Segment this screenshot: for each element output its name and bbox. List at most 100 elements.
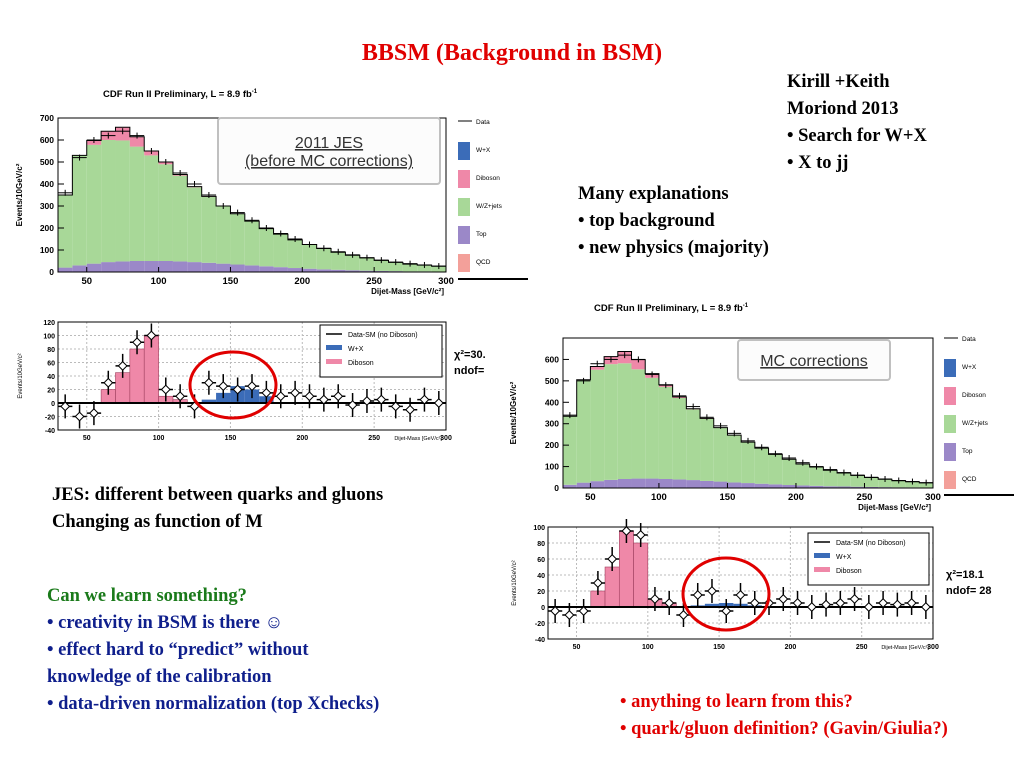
- x-tick-label: 300: [925, 492, 941, 503]
- bar-wzjets: [837, 473, 851, 487]
- bar-top: [345, 270, 360, 272]
- plot-frame: [547, 526, 934, 640]
- bar-wzjets: [782, 459, 796, 485]
- y-tick-label: 80: [47, 347, 55, 354]
- bar-wzjets: [590, 369, 605, 482]
- x-tick-label: 250: [856, 644, 868, 651]
- data-marker: [778, 594, 789, 604]
- x-tick-label: 200: [296, 435, 308, 442]
- data-marker: [60, 401, 71, 412]
- learn-line: • data-driven normalization (top Xchecks…: [47, 694, 380, 714]
- bar-top: [631, 478, 646, 488]
- x-tick-label: 150: [713, 644, 725, 651]
- bar-wzjets: [331, 252, 346, 270]
- data-marker: [592, 578, 603, 588]
- data-marker: [835, 598, 846, 608]
- data-marker: [290, 387, 301, 398]
- data-marker: [749, 598, 760, 608]
- bar-diboson: [631, 359, 646, 370]
- y-tick-label: 20: [47, 388, 55, 395]
- legend-label: W+X: [476, 147, 491, 154]
- x-tick-label: 150: [720, 492, 736, 503]
- y-tick-label: 40: [47, 374, 55, 381]
- bar-wzjets: [741, 442, 755, 484]
- bar-top: [754, 483, 769, 488]
- bar-wzjets: [878, 479, 892, 488]
- data-marker: [376, 394, 387, 405]
- bar-top: [359, 270, 375, 272]
- y-tick-label: 0: [51, 401, 55, 408]
- bar-wzjets: [631, 369, 646, 479]
- explanations-block: Many explanations • top background • new…: [578, 181, 769, 262]
- bar-top: [72, 265, 87, 272]
- bar-wzjets: [850, 475, 865, 487]
- y-tick-label: 400: [40, 179, 54, 189]
- learn-heading: Can we learn something?: [47, 586, 247, 606]
- bar-wzjets: [58, 195, 73, 268]
- jes-block: JES: different between quarks and gluons…: [52, 482, 383, 536]
- explanations-line: • top background: [578, 211, 715, 231]
- bar-wzjets: [672, 398, 687, 480]
- data-marker: [920, 602, 931, 612]
- authors-line: Moriond 2013: [787, 99, 899, 119]
- bar-top: [230, 264, 245, 272]
- data-marker: [405, 404, 416, 415]
- x-axis-label: Dijet-Mass [GeV/c²]: [881, 645, 929, 651]
- bar-top: [115, 261, 130, 272]
- bar-top: [686, 480, 701, 488]
- legend-swatch: [944, 471, 956, 489]
- data-marker: [649, 594, 660, 604]
- legend-swatch: [326, 345, 342, 350]
- x-tick-label: 250: [366, 276, 382, 287]
- bar-wzjets: [713, 428, 728, 482]
- bar-wzjets: [417, 265, 432, 272]
- bar-wzjets: [686, 409, 701, 481]
- x-tick-label: 50: [83, 435, 91, 442]
- data-marker: [203, 377, 214, 388]
- bar-top: [201, 262, 217, 272]
- legend-label: Diboson: [348, 360, 374, 367]
- bar-wzjets: [727, 435, 742, 483]
- data-marker: [849, 594, 860, 604]
- x-tick-label: 200: [294, 276, 310, 287]
- x-tick-label: 300: [927, 644, 939, 651]
- y-tick-label: 400: [545, 397, 559, 407]
- data-marker: [333, 391, 344, 402]
- bar-wzjets: [72, 155, 87, 266]
- bar-wzjets: [768, 454, 783, 485]
- y-tick-label: 200: [40, 223, 54, 233]
- annotation-label: MC corrections: [760, 353, 868, 370]
- legend-swatch: [458, 142, 470, 160]
- learn-block: Can we learn something? • creativity in …: [47, 583, 379, 718]
- bar-top: [244, 265, 260, 272]
- bar-top: [768, 484, 783, 488]
- x-tick-label: 200: [785, 644, 797, 651]
- bar-top: [850, 486, 865, 488]
- legend-swatch: [944, 443, 956, 461]
- y-tick-label: 80: [537, 541, 545, 548]
- annotation-box: [217, 117, 441, 185]
- data-marker: [261, 387, 272, 398]
- x-tick-label: 200: [788, 492, 804, 503]
- data-marker: [692, 590, 703, 600]
- y-tick-label: 300: [40, 201, 54, 211]
- y-tick-label: 100: [533, 525, 545, 532]
- y-tick-label: 100: [40, 245, 54, 255]
- jes-line: Changing as function of M: [52, 512, 263, 532]
- y-tick-label: 100: [43, 334, 55, 341]
- data-marker: [117, 360, 128, 371]
- bar-wzjets: [563, 416, 577, 485]
- data-marker: [275, 391, 286, 402]
- x-axis-label: Dijet-Mass [GeV/c²]: [371, 287, 444, 296]
- legend-label: Data: [476, 119, 490, 126]
- bar-wzjets: [201, 196, 217, 263]
- bar-top: [144, 261, 159, 272]
- legend-label: QCD: [476, 259, 491, 266]
- bar-wzjets: [316, 248, 332, 270]
- data-marker: [247, 381, 257, 392]
- legend-label: Top: [962, 448, 973, 455]
- authors-line: • Search for W+X: [787, 126, 927, 146]
- y-tick-label: 120: [43, 320, 55, 327]
- bar-diboson: [604, 566, 620, 608]
